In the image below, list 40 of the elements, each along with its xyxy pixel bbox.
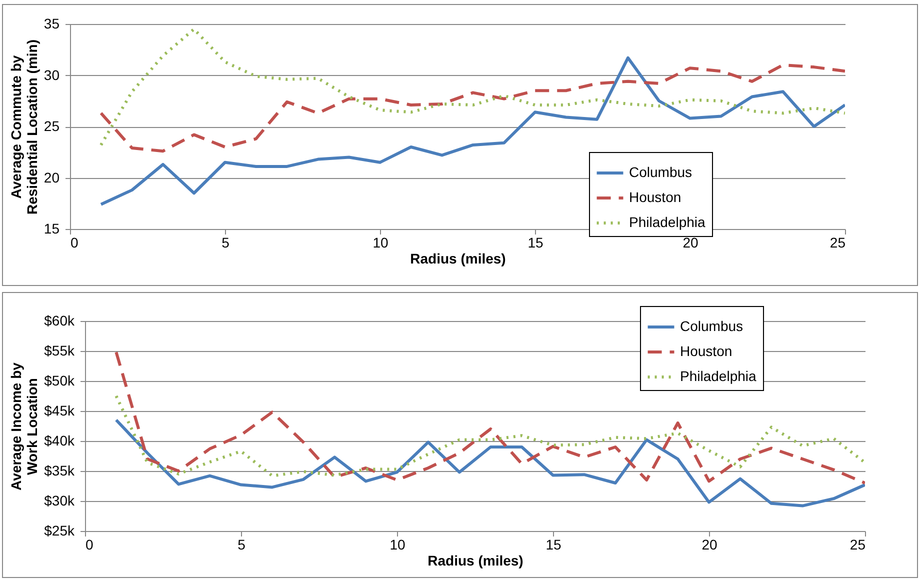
- x-tick-label: 20: [682, 234, 698, 250]
- line-series: [100, 64, 845, 153]
- y-axis-title: Average Income by Work Location: [8, 362, 40, 490]
- y-tick-label: $40k: [44, 432, 76, 448]
- y-tick-label: 30: [44, 66, 60, 83]
- line-series: [100, 56, 845, 206]
- line-series: [114, 394, 865, 478]
- x-tick-label: 0: [86, 536, 94, 552]
- x-tick-label: 15: [528, 234, 544, 250]
- y-tick-label: 25: [44, 118, 60, 134]
- y-tick-label: $55k: [44, 342, 76, 358]
- x-tick-label: 20: [702, 536, 718, 552]
- x-tick-label: 25: [830, 234, 846, 250]
- legend-label: Houston: [629, 189, 682, 205]
- legend-label: Houston: [680, 343, 732, 359]
- line-series: [114, 418, 865, 508]
- line-series: [100, 28, 845, 146]
- x-axis-title: Radius (miles): [428, 552, 524, 568]
- y-tick-label: $25k: [44, 522, 76, 538]
- y-tick-label: $45k: [44, 402, 76, 418]
- x-axis-title: Radius (miles): [410, 250, 506, 266]
- legend-label: Philadelphia: [629, 214, 706, 230]
- x-tick-label: 10: [372, 234, 388, 250]
- y-tick-label: $60k: [44, 312, 76, 328]
- y-axis-title: Average Commute by Residential Location (min): [8, 39, 40, 215]
- x-tick-label: 5: [222, 234, 230, 250]
- x-tick-label: 10: [390, 536, 406, 552]
- y-tick-label: $35k: [44, 462, 76, 478]
- x-tick-label: 25: [850, 536, 866, 552]
- x-tick-label: 0: [70, 234, 78, 250]
- y-tick-label: 15: [44, 220, 60, 236]
- legend-label: Philadelphia: [680, 368, 756, 384]
- x-tick-label: 5: [238, 536, 246, 552]
- y-tick-label: 35: [44, 16, 60, 32]
- legend-label: Columbus: [629, 164, 692, 180]
- x-tick-label: 15: [546, 536, 562, 552]
- legend-label: Columbus: [680, 318, 744, 334]
- y-tick-label: $50k: [44, 372, 76, 388]
- y-tick-label: 20: [44, 169, 60, 186]
- y-tick-label: $30k: [44, 492, 76, 508]
